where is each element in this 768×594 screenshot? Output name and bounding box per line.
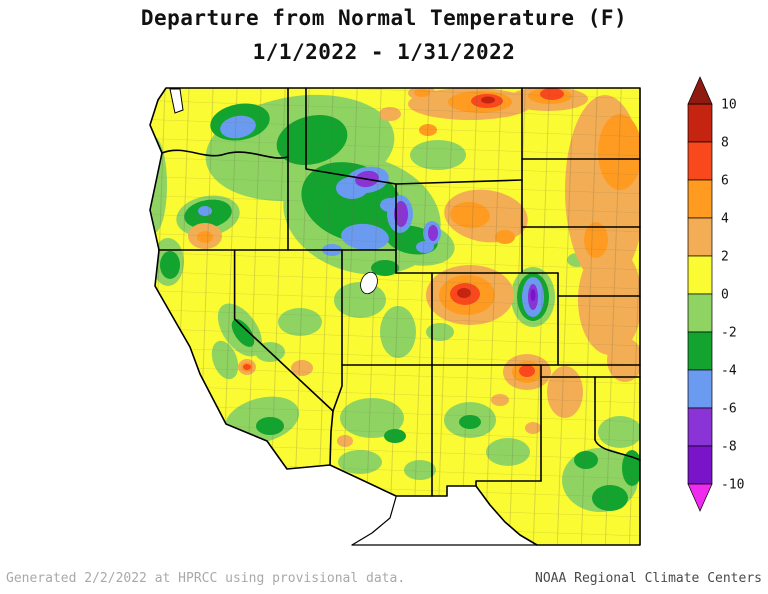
legend-tick-label: -4: [721, 364, 737, 379]
legend-band-4to6: [687, 179, 713, 219]
legend-band-6to8: [687, 141, 713, 181]
lakes-layer: [169, 88, 378, 295]
legend-band--2to0: [687, 293, 713, 333]
border-tx-ok: [594, 376, 641, 461]
legend-tick-label: 2: [721, 250, 729, 265]
legend-tick-label: 10: [721, 98, 737, 113]
legend-band--8to-6: [687, 407, 713, 447]
legend-band-8to10: [687, 103, 713, 143]
legend-tick-label: -8: [721, 440, 737, 455]
legend-tick-label: 6: [721, 174, 729, 189]
border-idaho-east: [305, 87, 397, 274]
puget-sound-water: [169, 88, 184, 114]
legend-band-2to4: [687, 217, 713, 257]
color-scale-legend: 10 8 6 4 2 0 -2 -4 -6 -8 -10: [687, 76, 744, 512]
chart-subtitle: 1/1/2022 - 1/31/2022: [252, 40, 516, 64]
legend-band-0to2: [687, 255, 713, 295]
great-salt-lake: [360, 271, 378, 295]
legend-arrow-below: [687, 483, 713, 512]
legend-tick-label: -6: [721, 402, 737, 417]
legend-tick-label: -2: [721, 326, 737, 341]
legend-tick-label: 4: [721, 212, 729, 227]
mexico-coastline: [351, 496, 397, 546]
legend-tick-label: 8: [721, 136, 729, 151]
legend-arrow-above: [687, 76, 713, 105]
legend-band--10to-8: [687, 445, 713, 485]
border-ca-nv: [233, 249, 334, 412]
legend-tick-label: -10: [721, 478, 744, 493]
outer-boundary: [149, 87, 641, 546]
border-nm-tx-south: [475, 480, 542, 487]
map-land: [150, 88, 640, 545]
legend-band--6to-4: [687, 369, 713, 409]
legend-tick-label: 0: [721, 288, 729, 303]
chart-title: Departure from Normal Temperature (F): [140, 6, 628, 30]
legend-band--4to-2: [687, 331, 713, 371]
noaa-credit: NOAA Regional Climate Centers: [535, 571, 762, 586]
border-mt-wy: [395, 179, 523, 185]
county-lines-overlay: [150, 88, 640, 545]
state-borders-layer: [149, 87, 641, 546]
generated-note: Generated 2/2/2022 at HPRCC using provis…: [6, 571, 406, 586]
border-wa-or-columbia: [161, 149, 289, 159]
